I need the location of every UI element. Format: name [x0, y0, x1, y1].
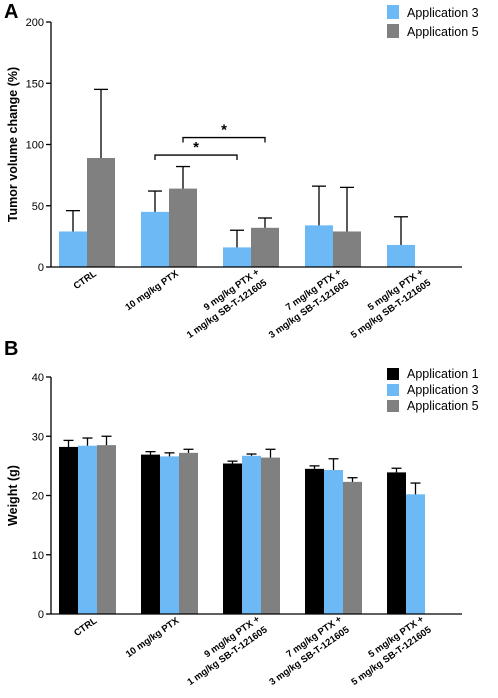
chart-b-category-label-line: CTRL: [72, 615, 99, 639]
chart-b-bar: [223, 463, 242, 614]
chart-a-legend-swatch: [387, 5, 399, 19]
chart-b-bar: [261, 457, 280, 614]
chart-a-significance-bracket: [154, 154, 238, 161]
chart-a-category-label: 9 mg/kg PTX +1 mg/kg SB-T-121605: [177, 266, 269, 341]
chart-b-category-label: CTRL: [72, 615, 99, 639]
chart-b-bar: [387, 472, 406, 614]
chart-a-bar: [59, 231, 87, 267]
chart-a-y-tick-label: 0: [38, 262, 44, 274]
chart-a-category-label-line: CTRL: [72, 268, 99, 292]
chart-a-y-axis-label: Tumor volume change (%): [6, 67, 20, 222]
chart-b-bar: [343, 481, 362, 614]
chart-a-legend-label: Application 3: [407, 6, 479, 20]
chart-a-bar: [141, 211, 169, 267]
chart-b-bar: [141, 454, 160, 614]
chart-a-y-tick-label: 100: [26, 140, 44, 152]
chart-b-bar: [406, 494, 425, 614]
chart-a: 0 50 100 150 200 Tumor volume change (%) CTRL 1…: [6, 5, 479, 341]
chart-b-bar: [179, 452, 198, 614]
chart-b-y-tick-label: 20: [32, 491, 44, 503]
chart-b-legend-label: Application 1: [407, 367, 479, 381]
chart-a-significance-bracket: [182, 136, 266, 143]
chart-b-bar: [97, 445, 116, 614]
chart-a-bar: [251, 227, 279, 267]
chart-a-significance-label: *: [221, 122, 227, 139]
chart-b: 0 10 20 30 40 Weight (g) CTRL 10 mg/kg PTX 9 mg/…: [6, 367, 479, 688]
chart-a-significance-label: *: [193, 139, 199, 156]
panel-b-label: B: [4, 338, 18, 360]
chart-a-legend-swatch: [387, 24, 399, 38]
chart-b-category-label: 10 mg/kg PTX: [124, 615, 182, 660]
chart-b-category-label: 7 mg/kg PTX +3 mg/kg SB-T-121605: [260, 613, 352, 688]
chart-b-bar: [160, 456, 179, 614]
chart-a-y-tick-label: 200: [26, 17, 44, 29]
chart-b-bar: [242, 455, 261, 614]
chart-a-category-label: 7 mg/kg PTX +3 mg/kg SB-T-121605: [259, 266, 351, 341]
chart-b-bar: [305, 468, 324, 614]
chart-b-category-label: 9 mg/kg PTX +1 mg/kg SB-T-121605: [178, 613, 270, 688]
chart-b-bar: [324, 470, 343, 614]
chart-b-y-tick-label: 0: [38, 609, 44, 621]
chart-a-y-tick-label: 150: [26, 78, 44, 90]
chart-b-y-axis-label: Weight (g): [6, 465, 20, 526]
chart-b-legend-swatch: [387, 384, 399, 396]
chart-b-category-label: 5 mg/kg PTX +5 mg/kg SB-T-121605: [342, 613, 434, 688]
chart-a-bar: [387, 244, 415, 267]
chart-b-legend-swatch: [387, 400, 399, 412]
chart-a-bar: [305, 225, 333, 267]
chart-a-category-label: CTRL: [72, 268, 99, 292]
chart-b-bar: [59, 446, 78, 614]
chart-b-y-tick-label: 30: [32, 431, 44, 443]
chart-b-y-tick-label: 40: [32, 372, 44, 384]
chart-a-category-label: 10 mg/kg PTX: [123, 268, 181, 313]
chart-b-y-tick-label: 10: [32, 550, 44, 562]
chart-b-legend-label: Application 3: [407, 383, 479, 397]
chart-a-bar: [87, 157, 115, 267]
chart-b-legend-swatch: [387, 368, 399, 380]
chart-a-category-label-line: 10 mg/kg PTX: [123, 268, 181, 313]
chart-a-bar: [223, 247, 251, 267]
chart-a-bar: [333, 231, 361, 267]
chart-b-legend-label: Application 5: [407, 399, 479, 413]
chart-a-y-tick-label: 50: [32, 201, 44, 213]
chart-a-legend-label: Application 5: [407, 25, 479, 39]
chart-b-category-label-line: 10 mg/kg PTX: [124, 615, 182, 660]
chart-b-bar: [78, 445, 97, 614]
chart-a-category-label: 5 mg/kg PTX +5 mg/kg SB-T-121605: [341, 266, 433, 341]
panel-a-label: A: [4, 1, 18, 23]
chart-a-bar: [169, 188, 197, 267]
